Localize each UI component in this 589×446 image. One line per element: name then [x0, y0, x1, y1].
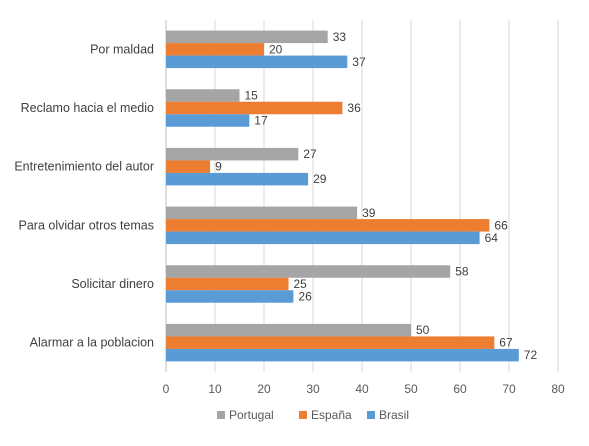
- bar-espaa-0: [166, 43, 264, 56]
- category-label: Por maldad: [90, 42, 154, 56]
- data-label: 33: [333, 30, 347, 44]
- data-label: 50: [416, 323, 430, 337]
- data-label: 72: [524, 348, 538, 362]
- data-label: 36: [347, 101, 361, 115]
- data-label: 66: [494, 218, 508, 232]
- data-label: 25: [294, 277, 308, 291]
- category-label: Alarmar a la poblacion: [30, 336, 154, 350]
- bar-espaa-5: [166, 336, 495, 349]
- data-label: 39: [362, 206, 376, 220]
- gridlines: [165, 20, 559, 372]
- category-label: Solicitar dinero: [71, 277, 154, 291]
- category-labels-layer: Por maldad Reclamo hacia el medio Entreten…: [14, 42, 154, 349]
- category-label: Reclamo hacia el medio: [21, 101, 154, 115]
- x-tick-label-0: 0: [163, 382, 170, 396]
- data-label: 9: [215, 160, 222, 174]
- bar-brasil-5: [166, 348, 519, 362]
- bar-portugal-1: [166, 89, 240, 102]
- bar-brasil-4: [166, 290, 294, 303]
- x-tick-label-20: 20: [257, 382, 271, 396]
- legend-label-1: España: [311, 408, 352, 422]
- data-label: 67: [499, 336, 513, 350]
- category-label: Para olvidar otros temas: [19, 218, 154, 232]
- x-tick-label-50: 50: [404, 382, 418, 396]
- bar-espaa-1: [166, 101, 343, 115]
- data-label: 20: [269, 42, 283, 56]
- legend-swatch-1: [299, 411, 307, 419]
- bar-portugal-5: [166, 323, 411, 337]
- x-tick-label-30: 30: [306, 382, 320, 396]
- data-label: 64: [485, 231, 499, 245]
- x-tick-label-70: 70: [502, 382, 516, 396]
- category-label: Entretenimiento del autor: [14, 160, 154, 174]
- x-tick-label-80: 80: [551, 382, 565, 396]
- bar-brasil-0: [166, 55, 348, 69]
- bar-espaa-3: [166, 219, 490, 232]
- bar-brasil-3: [166, 231, 480, 245]
- bar-brasil-2: [166, 172, 309, 186]
- legend-swatch-2: [367, 411, 375, 419]
- bar-brasil-1: [166, 114, 250, 127]
- data-label: 27: [303, 147, 317, 161]
- legend: Portugal España Brasil: [217, 408, 409, 422]
- bar-portugal-3: [166, 206, 358, 220]
- data-label: 29: [313, 172, 327, 186]
- data-label: 26: [298, 290, 312, 304]
- data-label: 37: [352, 55, 366, 69]
- x-tick-label-10: 10: [208, 382, 222, 396]
- x-tick-label-60: 60: [453, 382, 467, 396]
- bar-espaa-4: [166, 277, 289, 291]
- bars-layer: [166, 30, 519, 362]
- legend-label-0: Portugal: [229, 408, 274, 422]
- data-label: 17: [254, 114, 268, 128]
- legend-swatch-0: [217, 411, 225, 419]
- x-tick-label-40: 40: [355, 382, 369, 396]
- bar-portugal-0: [166, 30, 328, 44]
- bar-espaa-2: [166, 160, 211, 173]
- x-tick-labels-layer: 0 10 20 30 40 50 60 70 80: [163, 382, 565, 396]
- legend-label-2: Brasil: [379, 408, 409, 422]
- bar-portugal-2: [166, 147, 299, 161]
- data-label: 58: [455, 265, 469, 279]
- bar-portugal-4: [166, 265, 451, 278]
- data-label: 15: [245, 89, 259, 103]
